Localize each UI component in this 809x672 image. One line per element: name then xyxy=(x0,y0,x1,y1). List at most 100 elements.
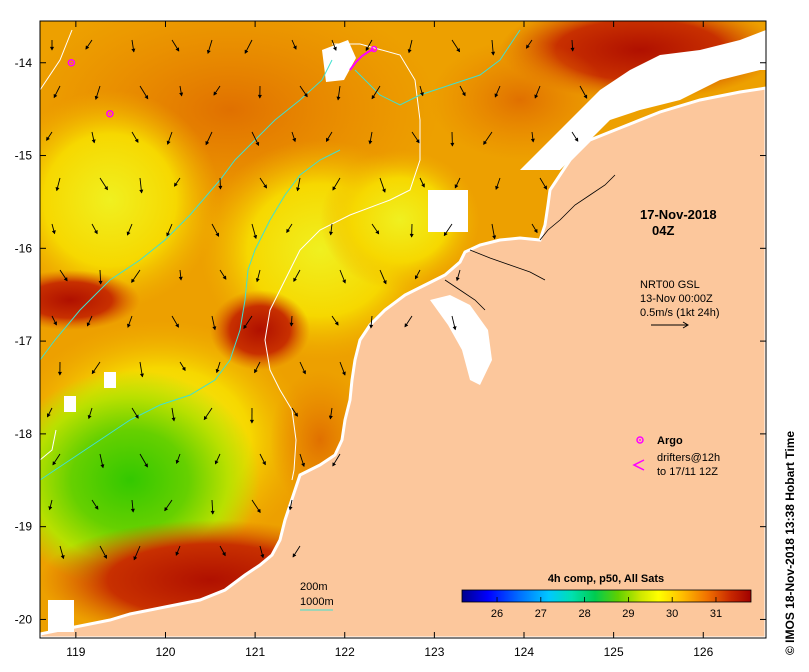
current-arrow xyxy=(131,39,136,53)
current-arrow xyxy=(59,545,65,560)
current-arrow xyxy=(139,453,148,468)
current-arrow xyxy=(55,177,61,192)
current-arrow xyxy=(98,269,103,285)
current-arrow xyxy=(85,39,93,50)
current-arrow xyxy=(46,131,53,141)
current-vectors xyxy=(46,39,588,561)
current-arrow xyxy=(91,223,98,235)
current-arrow xyxy=(534,85,541,99)
current-arrow xyxy=(451,315,457,331)
current-arrow xyxy=(251,499,261,514)
current-arrow xyxy=(215,361,221,374)
current-arrow xyxy=(50,40,54,51)
cloud-patch xyxy=(48,600,74,632)
current-arrow xyxy=(47,407,53,418)
argo-float-marker xyxy=(67,59,76,67)
king-sound-inlet xyxy=(430,295,492,385)
coastal-islands xyxy=(520,30,766,170)
current-arrow xyxy=(179,361,186,372)
current-arrow xyxy=(286,223,293,233)
current-arrow xyxy=(409,223,414,238)
current-arrow xyxy=(211,315,217,331)
current-arrow xyxy=(244,39,253,54)
colorbar-title: 4h comp, p50, All Sats xyxy=(548,573,664,585)
current-arrow xyxy=(166,131,173,145)
drifter-marker xyxy=(370,45,378,53)
argo-legend-label: Argo xyxy=(657,435,683,447)
current-arrow xyxy=(459,85,466,97)
current-arrow xyxy=(291,131,297,143)
current-arrow xyxy=(166,223,173,237)
current-arrow xyxy=(214,453,221,465)
current-arrow xyxy=(173,177,181,187)
current-arrow xyxy=(210,499,215,515)
x-tick-label: 121 xyxy=(245,645,265,659)
current-arrow xyxy=(139,85,149,100)
current-arrow xyxy=(579,85,588,99)
current-arrow xyxy=(299,85,308,98)
current-arrow xyxy=(455,269,461,282)
current-arrow xyxy=(206,39,213,54)
axes: 119 120 121 122 123 124 125 126 -14 -15 -16 -17 -18 -… xyxy=(15,21,766,659)
current-arrow xyxy=(451,39,461,53)
current-arrow xyxy=(491,223,497,240)
colorbar xyxy=(461,589,752,603)
current-arrow xyxy=(443,223,453,237)
colorbar-ticks: 26 27 28 29 30 31 xyxy=(491,597,722,620)
argo-markers xyxy=(67,59,114,118)
current-arrow xyxy=(126,223,133,236)
date-label: 17-Nov-2018 xyxy=(640,207,717,222)
current-arrow xyxy=(571,131,579,142)
current-arrow xyxy=(292,545,301,558)
current-arrow xyxy=(133,545,141,561)
current-arrow xyxy=(331,39,337,51)
current-arrow xyxy=(491,39,496,56)
current-arrow xyxy=(254,361,261,374)
colorbar-tick-label: 31 xyxy=(710,608,722,620)
current-arrow xyxy=(371,223,380,235)
current-arrow xyxy=(329,223,333,236)
current-arrow xyxy=(257,85,262,99)
current-arrow xyxy=(86,315,93,327)
plot-border xyxy=(39,20,767,639)
current-arrow xyxy=(299,453,305,467)
x-tick-label: 120 xyxy=(155,645,175,659)
current-arrow xyxy=(530,131,535,143)
colorbar-tick-label: 29 xyxy=(622,608,634,620)
current-arrow xyxy=(291,407,298,417)
current-arrow xyxy=(203,407,213,421)
drifters-legend-line2: to 17/11 12Z xyxy=(657,466,718,478)
current-arrow xyxy=(411,131,420,144)
current-arrow xyxy=(539,177,548,190)
current-arrow xyxy=(379,177,386,193)
cloud-patch xyxy=(104,372,116,388)
y-tick-label: -17 xyxy=(15,334,33,348)
current-arrow xyxy=(243,315,253,330)
current-arrow xyxy=(87,407,93,420)
current-arrow xyxy=(250,407,254,424)
y-tick-label: -19 xyxy=(15,520,33,534)
current-arrow xyxy=(139,361,144,378)
colorbar-tick-label: 26 xyxy=(491,608,503,620)
current-arrow xyxy=(59,269,68,282)
current-arrow xyxy=(99,545,108,559)
current-arrow xyxy=(48,499,53,511)
current-arrow xyxy=(218,177,223,190)
current-arrow xyxy=(259,177,268,189)
x-tick-label: 119 xyxy=(66,645,85,659)
current-arrow xyxy=(131,407,139,419)
current-arrow xyxy=(219,545,226,557)
current-arrow xyxy=(251,223,258,240)
current-arrow xyxy=(404,315,413,328)
current-arrow xyxy=(570,39,575,52)
current-arrow xyxy=(94,85,101,100)
current-arrow xyxy=(288,499,293,511)
current-arrow xyxy=(483,131,493,145)
y-tick-label: -20 xyxy=(15,612,33,626)
x-tick-label: 124 xyxy=(514,645,534,659)
current-arrow xyxy=(57,361,62,376)
current-arrow xyxy=(251,131,260,146)
current-arrow xyxy=(171,315,179,328)
colorbar-tick-label: 27 xyxy=(535,608,547,620)
current-arrow xyxy=(259,545,265,559)
